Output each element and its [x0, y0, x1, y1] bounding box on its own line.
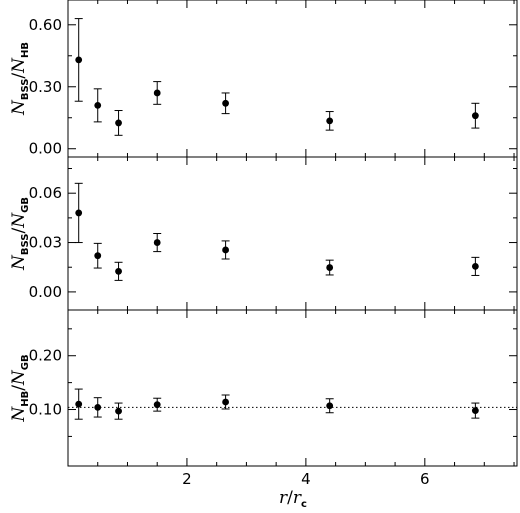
y-tick-label-middle: 0.03 [29, 234, 62, 252]
y-label-main2-bottom: N [9, 369, 29, 386]
y-label-sub2-bottom: GB [20, 354, 31, 370]
data-point [153, 401, 161, 409]
data-point [471, 263, 479, 270]
y-label-sep-top: / [9, 73, 29, 79]
panel-bottom: 0.10 0.20 [29, 309, 518, 467]
x-label-sub2: c [301, 499, 307, 510]
y-tick-label-bottom: 0.10 [29, 401, 62, 419]
y-tick-label-top: 0.60 [29, 16, 62, 34]
y-label-sep-middle: / [9, 228, 29, 234]
x-label-main: r [279, 488, 288, 508]
data-point [222, 398, 229, 406]
x-tick-label: 2 [182, 470, 192, 488]
data-point [75, 209, 83, 217]
y-label-main-bottom: N [9, 406, 29, 423]
data-point [115, 267, 122, 275]
panel-top: 0.00 0.30 0.60 [29, 0, 518, 158]
x-label-main2: r [293, 488, 302, 508]
data-point [222, 99, 229, 107]
data-point [153, 239, 161, 246]
y-tick-label-top: 0.30 [29, 78, 62, 96]
data-point [222, 246, 229, 254]
y-tick-label-middle: 0.06 [29, 184, 62, 202]
data-point [326, 402, 334, 410]
y-label-main-middle: N [9, 254, 29, 271]
y-tick-label-middle: 0.00 [29, 283, 62, 301]
data-point [94, 252, 102, 260]
panels-group: 0.00 0.30 0.60 0.00 0.03 0.06 0.10 0.20 2 4 6 [29, 0, 518, 488]
data-point [94, 403, 102, 411]
y-label-main-top: N [9, 99, 29, 116]
x-axis-label: r/rc [279, 488, 307, 510]
y-label-sub-middle: BSS [20, 234, 31, 256]
x-tick-label: 4 [301, 470, 311, 488]
data-point [115, 407, 122, 415]
y-axis-label-bottom: NHB/NGB [9, 354, 31, 422]
panel-frame-top [67, 0, 518, 158]
y-axis-label-top: NBSS/NHB [9, 42, 31, 116]
panel-frame-bottom [67, 309, 518, 467]
y-label-main2-top: N [9, 57, 29, 74]
panel-middle: 0.00 0.03 0.06 [29, 156, 518, 311]
y-label-sub2-middle: GB [20, 197, 31, 213]
panel-frame-middle [67, 156, 518, 311]
y-axis-label-middle: NBSS/NGB [9, 197, 31, 271]
y-tick-label-top: 0.00 [29, 140, 62, 158]
data-point [471, 112, 479, 120]
data-point [326, 264, 334, 271]
data-point [115, 119, 122, 127]
data-point [326, 117, 334, 125]
data-point [94, 101, 102, 109]
y-label-sub-top: BSS [20, 79, 31, 101]
data-point [153, 89, 161, 97]
x-tick-label: 6 [420, 470, 430, 488]
y-label-sub-bottom: HB [20, 391, 31, 407]
data-point [75, 400, 83, 408]
data-point [471, 407, 479, 414]
y-label-sep-bottom: / [9, 385, 29, 391]
y-label-main2-middle: N [9, 212, 29, 229]
x-label-sep: / [287, 488, 293, 508]
y-tick-label-bottom: 0.20 [29, 347, 62, 365]
data-point [75, 56, 83, 64]
y-label-sub2-top: HB [20, 42, 31, 58]
